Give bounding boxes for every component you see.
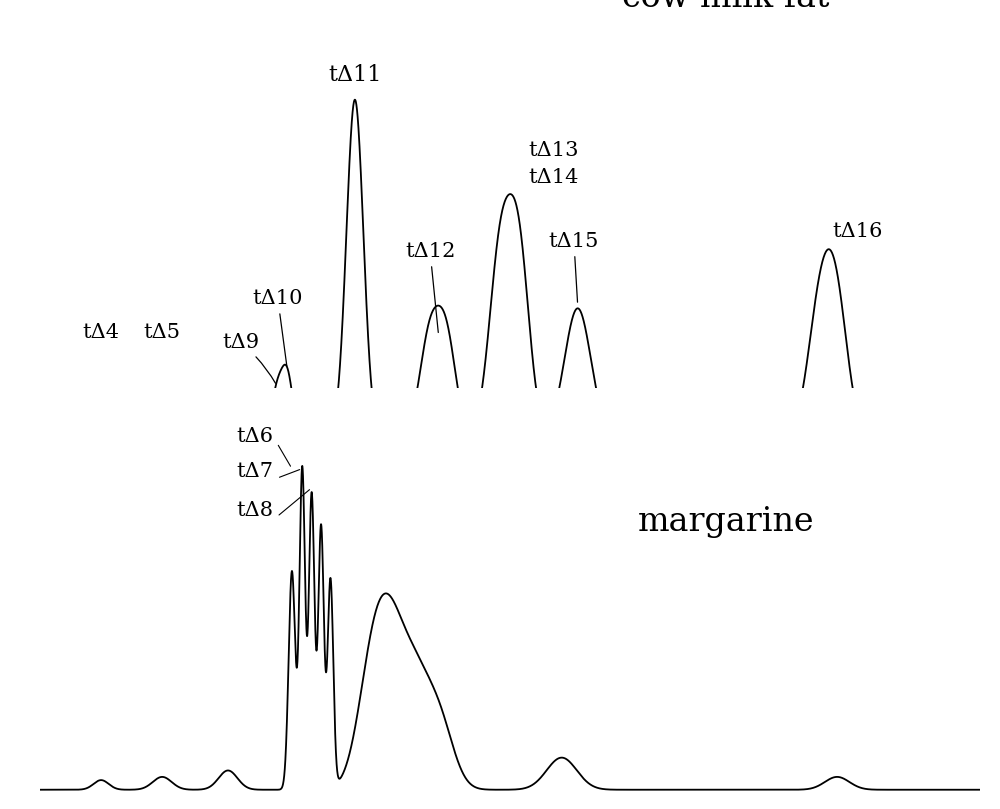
Text: margarine: margarine (638, 506, 815, 538)
Text: tΔ12: tΔ12 (405, 242, 455, 332)
Text: tΔ10: tΔ10 (253, 290, 303, 366)
Text: tΔ5: tΔ5 (144, 323, 181, 342)
Text: tΔ15: tΔ15 (549, 232, 599, 303)
Text: tΔ9: tΔ9 (222, 333, 276, 383)
Text: tΔ13: tΔ13 (529, 142, 579, 160)
Text: tΔ7: tΔ7 (236, 463, 273, 481)
Text: tΔ6: tΔ6 (236, 427, 273, 446)
Text: tΔ8: tΔ8 (236, 501, 273, 520)
Text: tΔ16: tΔ16 (833, 222, 883, 241)
Text: tΔ4: tΔ4 (83, 323, 120, 342)
Text: tΔ14: tΔ14 (529, 168, 579, 187)
Text: cow milk fat: cow milk fat (622, 0, 830, 14)
Text: tΔ11: tΔ11 (328, 64, 382, 87)
